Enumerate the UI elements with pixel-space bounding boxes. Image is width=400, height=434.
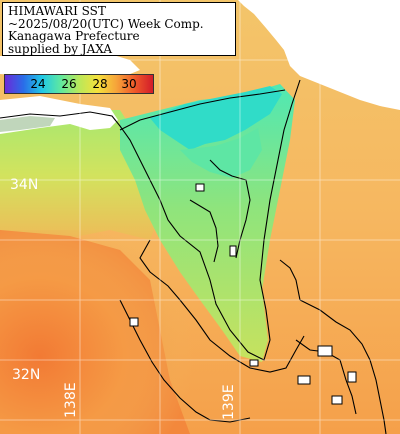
- inner-bay-cyan: [150, 86, 282, 150]
- bay-green-band: [180, 128, 262, 178]
- coast-land-west: [0, 52, 140, 80]
- latitude-label-34n: 34N: [10, 177, 39, 193]
- colorbar-label-28: 28: [92, 77, 108, 91]
- northern-land: [238, 0, 400, 110]
- colorbar-label-26: 26: [61, 77, 77, 91]
- supplier: supplied by JAXA: [8, 41, 113, 56]
- longitude-label-139e: 139E: [221, 384, 237, 420]
- islands: [129, 183, 357, 405]
- latitude-label-32n: 32N: [12, 367, 41, 383]
- date-range: ~2025/08/20(UTC) Week Comp.: [8, 16, 204, 31]
- longitude-label-138e: 138E: [63, 382, 79, 418]
- product-title: HIMAWARI SST: [8, 4, 106, 18]
- temperature-colorbar: 24 26 28 30: [4, 74, 154, 94]
- colorbar-label-30: 30: [121, 77, 137, 91]
- izu-land: [0, 96, 118, 134]
- izu-shore: [0, 116, 55, 132]
- region-name: Kanagawa Prefecture: [8, 29, 140, 43]
- colorbar-label-24: 24: [30, 77, 46, 91]
- map-info-box: HIMAWARI SST ~2025/08/20(UTC) Week Comp.…: [2, 2, 236, 56]
